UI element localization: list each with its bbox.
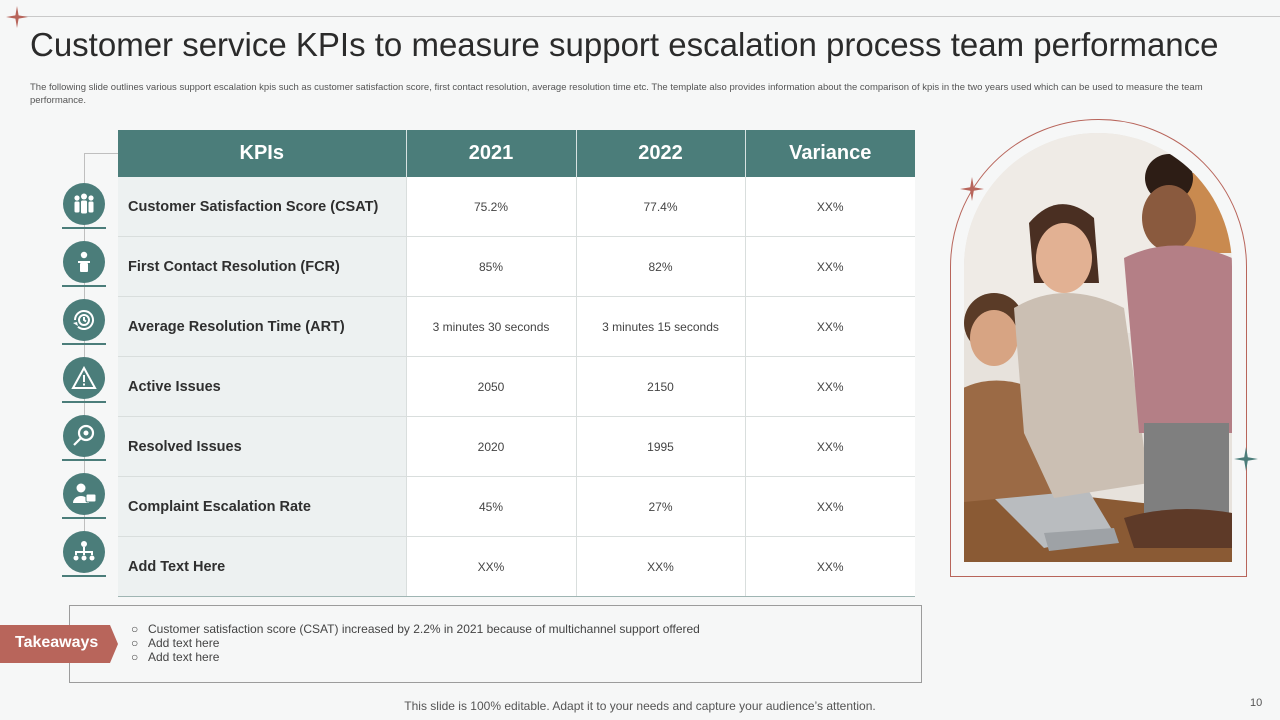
list-item: ○ Add text here bbox=[131, 636, 700, 650]
list-item: ○ Add text here bbox=[131, 650, 700, 664]
photo-frame bbox=[950, 119, 1247, 577]
value-variance: XX% bbox=[745, 177, 915, 237]
search-gear-icon bbox=[63, 415, 105, 457]
icon-base bbox=[62, 575, 106, 577]
value-2022: 77.4% bbox=[576, 177, 746, 237]
kpi-table: KPIs 2021 2022 Variance Customer Satisfa… bbox=[118, 130, 915, 597]
kpi-name: Add Text Here bbox=[118, 536, 407, 597]
footer-note: This slide is 100% editable. Adapt it to… bbox=[0, 699, 1280, 713]
value-2021: 45% bbox=[406, 476, 577, 537]
table-row: Add Text Here XX% XX% XX% bbox=[118, 536, 915, 597]
value-2021: 2020 bbox=[406, 416, 577, 477]
value-2022: 27% bbox=[576, 476, 746, 537]
kpi-name: Average Resolution Time (ART) bbox=[118, 296, 407, 357]
icon-base bbox=[62, 401, 106, 403]
sparkle-icon bbox=[960, 177, 984, 201]
value-variance: XX% bbox=[745, 476, 915, 537]
table-row: First Contact Resolution (FCR) 85% 82% X… bbox=[118, 236, 915, 297]
table-row: Resolved Issues 2020 1995 XX% bbox=[118, 416, 915, 477]
value-2021: 75.2% bbox=[406, 177, 577, 237]
takeaways-list: ○ Customer satisfaction score (CSAT) incr… bbox=[131, 622, 700, 664]
value-variance: XX% bbox=[745, 416, 915, 477]
team-icon bbox=[63, 183, 105, 225]
page-title: Customer service KPIs to measure support… bbox=[30, 26, 1219, 63]
value-2022: XX% bbox=[576, 536, 746, 597]
page-number: 10 bbox=[1250, 697, 1263, 709]
hierarchy-icon bbox=[63, 531, 105, 573]
bullet-icon: ○ bbox=[131, 636, 139, 650]
footer-text: This slide is 100% editable. Adapt it to… bbox=[404, 699, 876, 713]
table-header-row: KPIs 2021 2022 Variance bbox=[118, 130, 915, 177]
table-row: Complaint Escalation Rate 45% 27% XX% bbox=[118, 476, 915, 537]
icon-base bbox=[62, 517, 106, 519]
team-photo bbox=[964, 133, 1232, 562]
value-2021: 3 minutes 30 seconds bbox=[406, 296, 577, 357]
sparkle-icon bbox=[6, 6, 28, 28]
takeaway-text: Add text here bbox=[148, 650, 220, 664]
kpi-name: Active Issues bbox=[118, 356, 407, 417]
header-2021: 2021 bbox=[406, 130, 577, 177]
sparkle-icon bbox=[1234, 447, 1258, 471]
header-kpis: KPIs bbox=[118, 130, 407, 177]
value-2022: 2150 bbox=[576, 356, 746, 417]
value-variance: XX% bbox=[745, 536, 915, 597]
page-subtitle: The following slide outlines various sup… bbox=[30, 82, 1203, 106]
table-row: Active Issues 2050 2150 XX% bbox=[118, 356, 915, 417]
value-2022: 82% bbox=[576, 236, 746, 297]
takeaway-text: Add text here bbox=[148, 636, 220, 650]
presenter-icon bbox=[63, 241, 105, 283]
kpi-name: Complaint Escalation Rate bbox=[118, 476, 407, 537]
icon-base bbox=[62, 459, 106, 461]
value-2022: 1995 bbox=[576, 416, 746, 477]
takeaways-box bbox=[69, 605, 922, 683]
user-card-icon bbox=[63, 473, 105, 515]
table-row: Customer Satisfaction Score (CSAT) 75.2%… bbox=[118, 177, 915, 237]
value-variance: XX% bbox=[745, 236, 915, 297]
value-2021: 2050 bbox=[406, 356, 577, 417]
value-variance: XX% bbox=[745, 356, 915, 417]
value-2021: 85% bbox=[406, 236, 577, 297]
takeaway-text: Customer satisfaction score (CSAT) incre… bbox=[148, 622, 700, 636]
takeaways-label-shape bbox=[0, 625, 118, 663]
timeline-line bbox=[84, 153, 85, 558]
top-divider bbox=[18, 16, 1280, 17]
takeaways-label: Takeaways bbox=[15, 634, 99, 651]
clock-cycle-icon bbox=[63, 299, 105, 341]
icon-base bbox=[62, 285, 106, 287]
kpi-name: First Contact Resolution (FCR) bbox=[118, 236, 407, 297]
kpi-name: Customer Satisfaction Score (CSAT) bbox=[118, 177, 407, 237]
icon-base bbox=[62, 227, 106, 229]
kpi-name: Resolved Issues bbox=[118, 416, 407, 477]
list-item: ○ Customer satisfaction score (CSAT) incr… bbox=[131, 622, 700, 636]
warning-icon bbox=[63, 357, 105, 399]
timeline-connector bbox=[84, 153, 119, 154]
value-2021: XX% bbox=[406, 536, 577, 597]
bullet-icon: ○ bbox=[131, 650, 139, 664]
bullet-icon: ○ bbox=[131, 622, 139, 636]
value-variance: XX% bbox=[745, 296, 915, 357]
header-2022: 2022 bbox=[576, 130, 746, 177]
icon-base bbox=[62, 343, 106, 345]
value-2022: 3 minutes 15 seconds bbox=[576, 296, 746, 357]
table-row: Average Resolution Time (ART) 3 minutes … bbox=[118, 296, 915, 357]
header-variance: Variance bbox=[745, 130, 915, 177]
